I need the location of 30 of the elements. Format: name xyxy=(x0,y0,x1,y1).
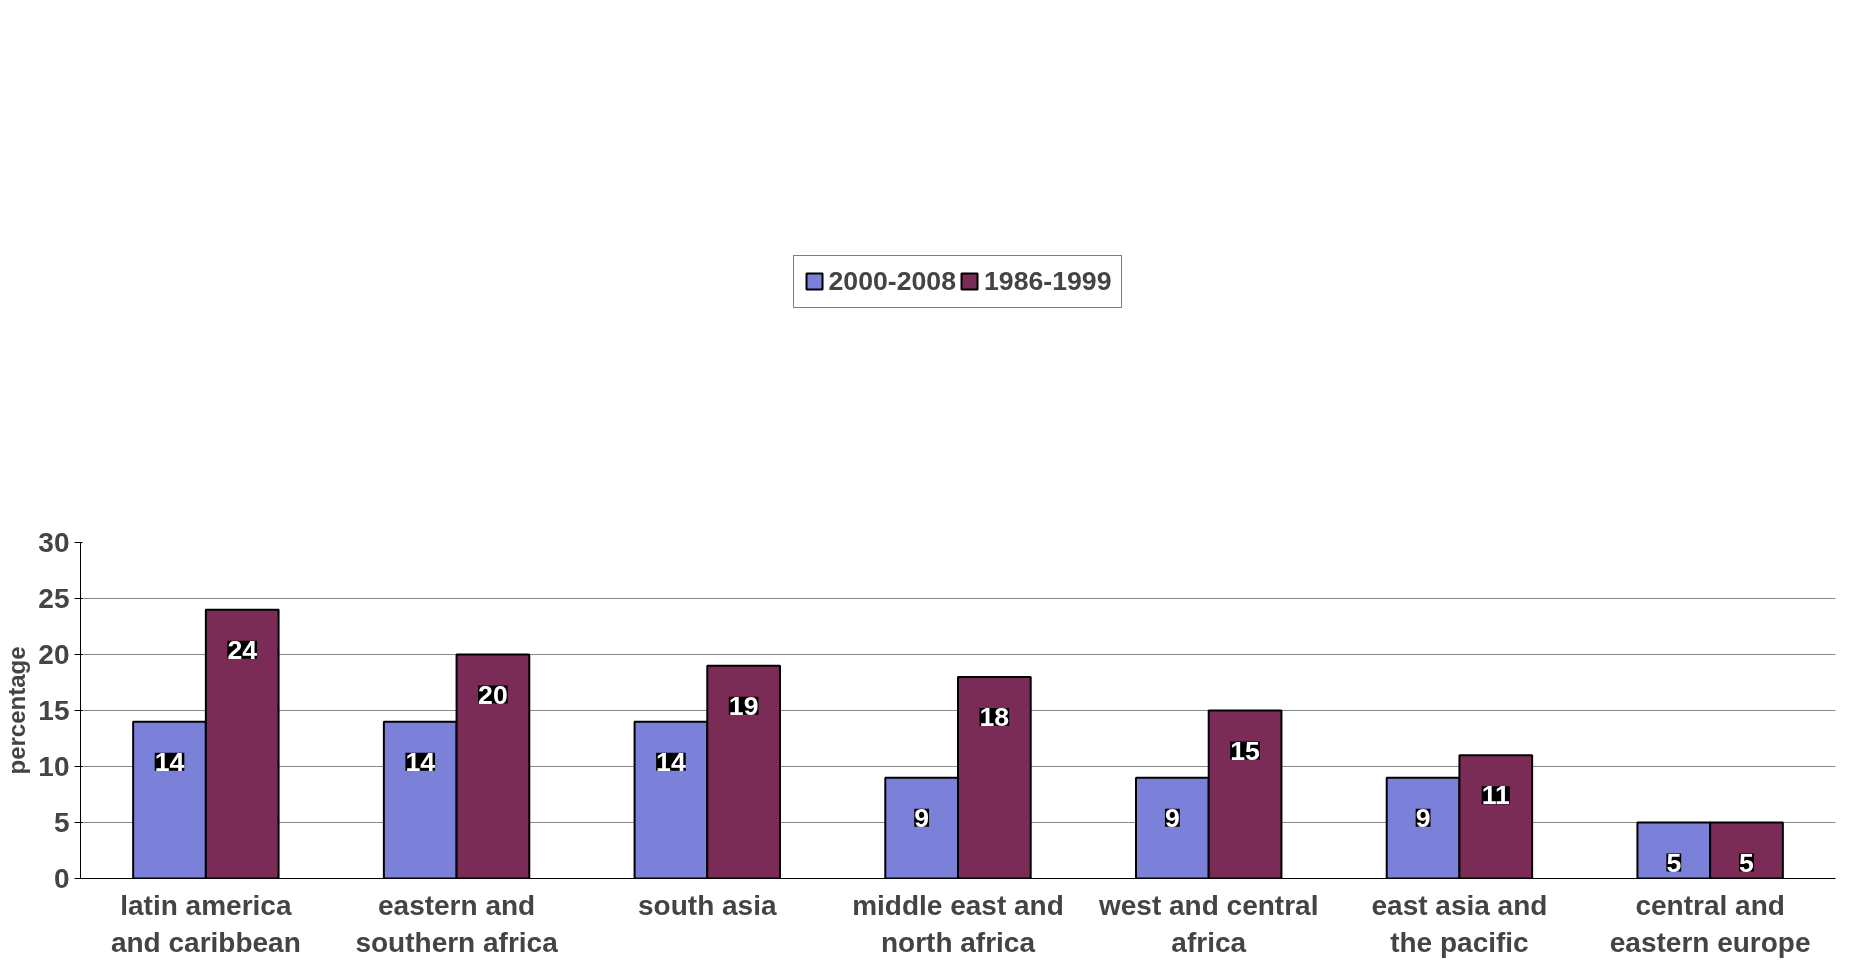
y-tick-label: 30 xyxy=(38,527,70,558)
y-tick-label: 5 xyxy=(53,807,70,838)
data-label: 9 xyxy=(1415,802,1431,833)
data-label: 18 xyxy=(979,701,1010,732)
x-tick-label: middle east and north africa xyxy=(852,889,1064,958)
legend-label: 1986-1999 xyxy=(984,265,1112,297)
x-tick-label: east asia and the pacific xyxy=(1371,889,1548,958)
data-label: 24 xyxy=(227,634,258,665)
data-label: 20 xyxy=(478,679,508,710)
data-label: 14 xyxy=(405,746,436,777)
data-label: 9 xyxy=(914,802,930,833)
data-label: 14 xyxy=(656,746,686,777)
y-axis-title: percentage xyxy=(3,646,31,775)
x-tick-label: south asia xyxy=(638,889,777,921)
x-tick-label: eastern and southern africa xyxy=(355,889,559,958)
data-label: 19 xyxy=(728,690,759,721)
y-tick-label: 20 xyxy=(38,639,70,670)
legend-label: 2000-2008 xyxy=(828,265,956,297)
data-label: 5 xyxy=(1739,847,1755,878)
y-tick-label: 25 xyxy=(38,583,70,614)
data-label: 9 xyxy=(1164,802,1180,833)
x-tick-label: west and central africa xyxy=(1098,889,1319,958)
x-tick-label: latin america and caribbean xyxy=(110,889,301,958)
y-tick-label: 10 xyxy=(38,751,70,782)
y-tick-label: 15 xyxy=(38,695,70,726)
y-tick-label: 0 xyxy=(53,863,70,894)
data-label: 5 xyxy=(1666,847,1682,878)
data-label: 11 xyxy=(1481,780,1511,811)
data-label: 15 xyxy=(1230,735,1261,766)
x-tick-label: central and eastern europe xyxy=(1609,889,1811,958)
